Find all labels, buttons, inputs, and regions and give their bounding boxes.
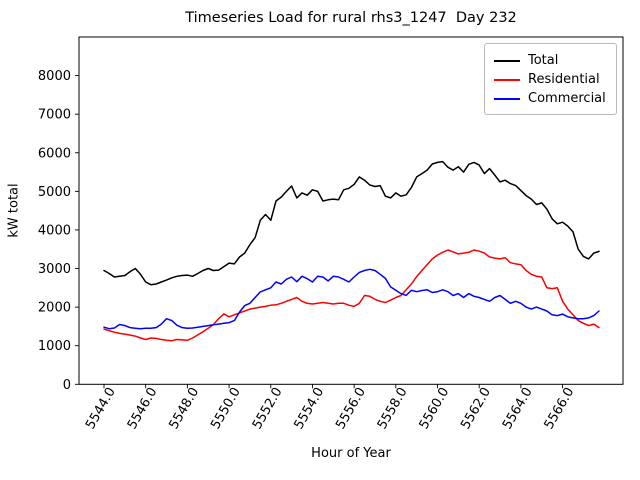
x-tick-label: 5562.0 <box>458 385 494 432</box>
series-line-total <box>103 160 600 286</box>
legend-entry-residential: Residential <box>494 70 607 89</box>
legend-swatch-commercial-line <box>494 97 520 100</box>
legend-label-total: Total <box>528 53 559 68</box>
series-line-residential <box>103 249 600 342</box>
legend-entry-commercial: Commercial <box>494 89 607 108</box>
legend: Total Residential Commercial <box>484 43 617 115</box>
x-tick-label: 5546.0 <box>125 385 161 432</box>
y-tick-label: 5000 <box>38 185 71 200</box>
y-tick-label: 2000 <box>38 301 71 316</box>
x-tick-label: 5554.0 <box>292 385 328 432</box>
x-axis-label: Hour of Year <box>311 446 391 461</box>
chart-title: Timeseries Load for rural rhs3_1247 Day … <box>185 10 517 26</box>
legend-swatch-residential-line <box>494 78 520 81</box>
x-tick-label: 5564.0 <box>500 385 536 432</box>
y-tick-label: 1000 <box>38 339 71 354</box>
x-tick-label: 5548.0 <box>166 385 202 432</box>
plot-frame <box>78 36 624 385</box>
x-tick-label: 5566.0 <box>542 385 578 432</box>
x-tick-label: 5544.0 <box>83 385 119 432</box>
y-axis-label: kW total <box>6 183 22 238</box>
legend-entry-total: Total <box>494 51 607 70</box>
x-tick-label: 5550.0 <box>208 385 244 432</box>
x-tick-label: 5558.0 <box>375 385 411 432</box>
y-tick-label: 4000 <box>38 223 71 238</box>
series-line-commercial <box>103 268 600 330</box>
y-tick-label: 0 <box>63 378 71 393</box>
legend-swatch-total-line <box>494 59 520 62</box>
y-tick-label: 8000 <box>38 69 71 84</box>
y-tick-label: 7000 <box>38 108 71 123</box>
x-tick-label: 5560.0 <box>417 385 453 432</box>
x-tick-label: 5556.0 <box>333 385 369 432</box>
x-tick-label: 5552.0 <box>250 385 286 432</box>
y-tick-label: 6000 <box>38 146 71 161</box>
y-tick-label: 3000 <box>38 262 71 277</box>
legend-label-residential: Residential <box>528 72 600 87</box>
legend-label-commercial: Commercial <box>528 91 606 106</box>
